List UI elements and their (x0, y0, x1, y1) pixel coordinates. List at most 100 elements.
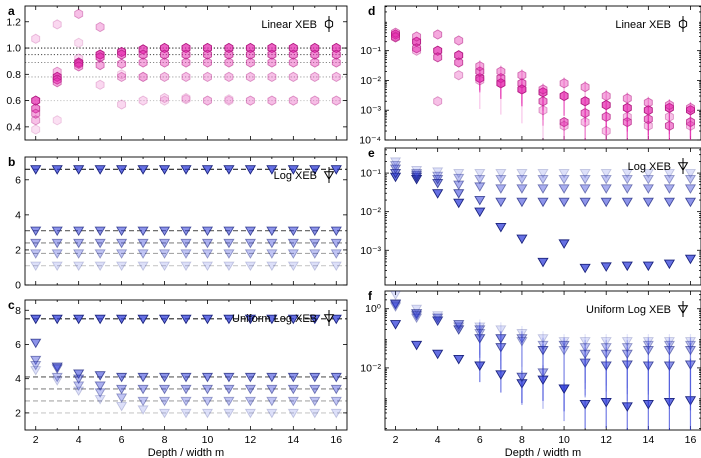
data-point (52, 77, 62, 88)
data-point (30, 360, 42, 371)
data-point (287, 261, 299, 272)
data-point (600, 361, 612, 371)
y-tick-label: 0.6 (6, 95, 21, 107)
data-point (475, 61, 485, 72)
data-point (684, 340, 697, 351)
data-point (433, 29, 443, 40)
data-point (538, 84, 548, 95)
data-point (474, 361, 486, 371)
data-point (31, 115, 41, 126)
data-point (74, 53, 84, 64)
data-point (579, 343, 591, 353)
data-point (580, 96, 590, 107)
data-point (389, 302, 402, 312)
data-point (116, 393, 128, 403)
data-point (558, 239, 570, 249)
data-point (73, 261, 85, 272)
y-tick-label: 2 (15, 407, 21, 419)
data-point (244, 226, 256, 237)
data-point (432, 175, 444, 185)
data-point (412, 45, 422, 56)
data-point (433, 96, 443, 107)
data-point (287, 165, 299, 175)
x-tick-label: 2 (33, 434, 39, 446)
data-point (137, 384, 149, 395)
data-point (600, 349, 612, 360)
data-point (117, 99, 127, 110)
data-point (663, 184, 675, 194)
data-point (137, 165, 149, 175)
data-point (180, 261, 192, 272)
x-tick-label: 8 (162, 434, 168, 446)
data-point (180, 238, 192, 249)
data-point (663, 259, 675, 270)
data-point (684, 169, 697, 179)
panel-b: b 0 2 4 6 Log XEB (8, 155, 348, 292)
data-point (453, 354, 465, 365)
data-point (138, 71, 148, 83)
data-point (224, 57, 234, 68)
data-point (411, 313, 423, 324)
data-point (601, 111, 611, 122)
data-point (266, 261, 278, 272)
data-point (203, 57, 212, 68)
data-point (181, 94, 191, 105)
x-tick-label: 2 (393, 434, 399, 446)
data-point (116, 384, 128, 395)
data-point (330, 408, 342, 419)
data-point (31, 108, 41, 119)
x-tick-label: 16 (330, 434, 342, 446)
data-point (160, 92, 169, 104)
x-axis-label: Depth / width m (505, 447, 581, 458)
data-point (137, 226, 149, 237)
data-point (643, 97, 653, 108)
data-point (432, 311, 444, 321)
data-point (223, 384, 235, 395)
data-point (73, 386, 85, 397)
data-point (30, 238, 42, 249)
data-point (158, 238, 171, 249)
data-point (287, 314, 299, 325)
x-tick-label: 10 (202, 434, 214, 446)
x-tick-label: 4 (76, 434, 82, 446)
data-point (642, 337, 654, 347)
legend-label: Linear XEB (615, 19, 671, 31)
data-point (223, 226, 235, 237)
data-point (622, 111, 632, 122)
data-point (579, 337, 591, 347)
y-tick-label: 6 (15, 174, 21, 186)
data-point (453, 325, 465, 335)
data-point (31, 103, 41, 114)
data-point (73, 165, 85, 175)
data-point (30, 355, 42, 366)
data-point (94, 388, 106, 398)
data-point (622, 116, 632, 128)
data-point (138, 49, 148, 60)
data-point (160, 57, 169, 68)
data-point (158, 226, 171, 237)
y-tick-label: 4 (15, 373, 21, 385)
data-point (579, 197, 591, 208)
data-point (517, 78, 527, 89)
data-point (495, 184, 507, 194)
data-point (495, 325, 507, 335)
y-tick-label: 10⁻⁴ (359, 135, 381, 147)
data-point (138, 71, 148, 83)
data-point (474, 196, 486, 206)
data-point (330, 396, 342, 407)
data-point (537, 346, 549, 356)
data-point (180, 372, 192, 383)
data-point (516, 184, 528, 194)
y-tick-label: 10⁻² (360, 206, 381, 218)
data-point (579, 184, 591, 194)
data-point (663, 197, 675, 208)
data-point (309, 408, 321, 419)
data-point (330, 238, 342, 249)
data-point (684, 184, 697, 194)
data-point (454, 70, 464, 81)
legend-label: Log XEB (628, 161, 671, 173)
data-point (245, 71, 255, 83)
x-tick-label: 4 (435, 434, 441, 446)
data-point (686, 120, 695, 131)
data-point (138, 57, 148, 68)
